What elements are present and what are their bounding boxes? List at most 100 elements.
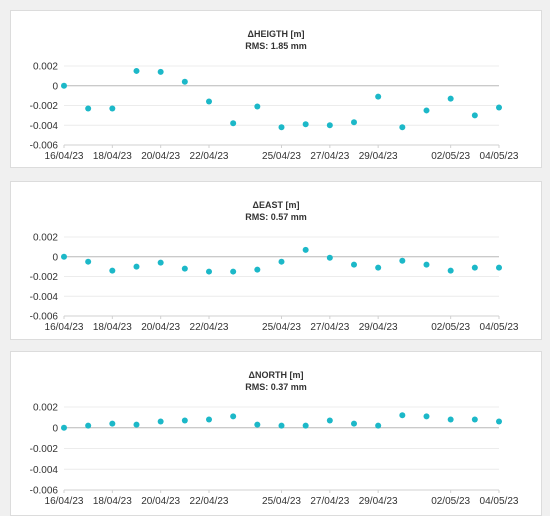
chart-subtitle: RMS: 0.57 mm bbox=[245, 212, 307, 222]
data-point bbox=[496, 104, 502, 111]
data-point bbox=[399, 412, 406, 419]
data-point bbox=[447, 267, 454, 274]
data-point bbox=[375, 264, 382, 271]
y-tick-label: 0 bbox=[52, 252, 58, 263]
data-point bbox=[254, 421, 261, 428]
data-point bbox=[326, 254, 333, 261]
data-point bbox=[133, 263, 140, 270]
x-tick-label: 18/04/23 bbox=[93, 322, 132, 333]
chart-svg-east: ΔEAST [m] RMS: 0.57 mm 0.002 0 -0.002 -0.004 -… bbox=[30, 200, 519, 333]
y-tick-label: -0.002 bbox=[30, 272, 59, 283]
data-point bbox=[423, 107, 430, 114]
x-tick-label: 20/04/23 bbox=[141, 322, 180, 333]
y-tick-label: 0.002 bbox=[33, 62, 58, 73]
x-tick-label: 29/04/23 bbox=[359, 496, 398, 507]
x-tick-label: 18/04/23 bbox=[93, 496, 132, 507]
y-tick-label: -0.006 bbox=[30, 141, 59, 152]
x-tick-label: 25/04/23 bbox=[262, 151, 301, 162]
data-point bbox=[399, 124, 406, 131]
y-tick-label: 0.002 bbox=[33, 233, 58, 244]
data-point bbox=[375, 422, 382, 429]
data-point bbox=[230, 268, 237, 275]
x-tick-label: 27/04/23 bbox=[310, 151, 349, 162]
data-point bbox=[230, 413, 237, 420]
data-point bbox=[447, 95, 454, 102]
y-tick-label: -0.004 bbox=[30, 465, 59, 476]
data-point bbox=[85, 422, 92, 429]
y-tick-label: -0.006 bbox=[30, 312, 59, 323]
x-tick-label: 25/04/23 bbox=[262, 496, 301, 507]
x-tick-label: 04/05/23 bbox=[480, 322, 519, 333]
data-point bbox=[109, 420, 116, 427]
chart-svg-heigth: ΔHEIGTH [m] RMS: 1.85 mm 0.002 0 -0.002 -0.00… bbox=[30, 29, 519, 162]
chart-title: ΔNORTH [m] bbox=[249, 370, 304, 380]
data-point bbox=[61, 253, 67, 260]
data-point bbox=[109, 105, 116, 112]
data-point bbox=[157, 418, 164, 425]
data-point bbox=[471, 264, 478, 271]
x-tick-label: 18/04/23 bbox=[93, 151, 132, 162]
data-point bbox=[447, 416, 454, 423]
y-tick-label: -0.004 bbox=[30, 121, 59, 132]
x-tick-label: 16/04/23 bbox=[45, 322, 84, 333]
y-tick-label: -0.004 bbox=[30, 292, 59, 303]
data-point bbox=[230, 120, 237, 127]
data-point bbox=[109, 267, 116, 274]
data-point bbox=[278, 124, 285, 131]
data-point bbox=[423, 261, 430, 268]
data-point bbox=[61, 424, 67, 431]
y-tick-label: -0.006 bbox=[30, 486, 59, 497]
chart-title: ΔHEIGTH [m] bbox=[248, 29, 305, 39]
data-point bbox=[206, 416, 212, 423]
chart-subtitle: RMS: 0.37 mm bbox=[245, 382, 307, 392]
x-tick-label: 16/04/23 bbox=[45, 496, 84, 507]
y-tick-label: -0.002 bbox=[30, 444, 59, 455]
chart-panel-north: ΔNORTH [m] RMS: 0.37 mm 0.002 0 -0.002 -0.004… bbox=[10, 351, 542, 516]
data-point bbox=[61, 82, 67, 89]
data-point bbox=[471, 416, 478, 423]
y-tick-label: 0 bbox=[52, 81, 58, 92]
x-tick-label: 16/04/23 bbox=[45, 151, 84, 162]
y-tick-label: 0.002 bbox=[33, 403, 58, 414]
chart-title: ΔEAST [m] bbox=[253, 200, 300, 210]
x-tick-label: 22/04/23 bbox=[190, 322, 229, 333]
x-tick-label: 20/04/23 bbox=[141, 496, 180, 507]
data-point bbox=[351, 420, 357, 427]
data-point bbox=[302, 246, 309, 253]
data-point bbox=[133, 67, 140, 74]
data-point bbox=[85, 258, 92, 265]
data-point bbox=[302, 121, 309, 128]
data-point bbox=[254, 266, 261, 273]
x-tick-label: 27/04/23 bbox=[310, 322, 349, 333]
data-point bbox=[278, 258, 285, 265]
chart-panel-heigth: ΔHEIGTH [m] RMS: 1.85 mm 0.002 0 -0.002 -0.00… bbox=[10, 10, 542, 168]
chart-subtitle: RMS: 1.85 mm bbox=[245, 41, 307, 51]
x-tick-label: 22/04/23 bbox=[190, 496, 229, 507]
y-tick-label: 0 bbox=[52, 423, 58, 434]
chart-panel-east: ΔEAST [m] RMS: 0.57 mm 0.002 0 -0.002 -0.004 -… bbox=[10, 181, 542, 340]
data-point bbox=[496, 418, 502, 425]
data-point bbox=[326, 417, 333, 424]
x-tick-label: 04/05/23 bbox=[480, 151, 519, 162]
x-tick-label: 02/05/23 bbox=[431, 322, 470, 333]
data-point bbox=[85, 105, 92, 112]
x-tick-label: 22/04/23 bbox=[190, 151, 229, 162]
data-point bbox=[423, 413, 430, 420]
data-point bbox=[157, 259, 164, 266]
data-point bbox=[181, 265, 188, 272]
data-point bbox=[326, 122, 333, 129]
x-tick-label: 29/04/23 bbox=[359, 151, 398, 162]
chart-svg-north: ΔNORTH [m] RMS: 0.37 mm 0.002 0 -0.002 -0.004… bbox=[30, 370, 519, 507]
data-point bbox=[471, 112, 478, 119]
data-point bbox=[206, 98, 212, 105]
data-point bbox=[181, 417, 188, 424]
data-point bbox=[254, 103, 261, 110]
data-point bbox=[399, 257, 406, 264]
data-point bbox=[157, 68, 164, 75]
x-tick-label: 02/05/23 bbox=[431, 496, 470, 507]
x-tick-label: 20/04/23 bbox=[141, 151, 180, 162]
data-point bbox=[206, 268, 212, 275]
data-point bbox=[302, 422, 309, 429]
data-point bbox=[496, 264, 502, 271]
data-point bbox=[133, 421, 140, 428]
